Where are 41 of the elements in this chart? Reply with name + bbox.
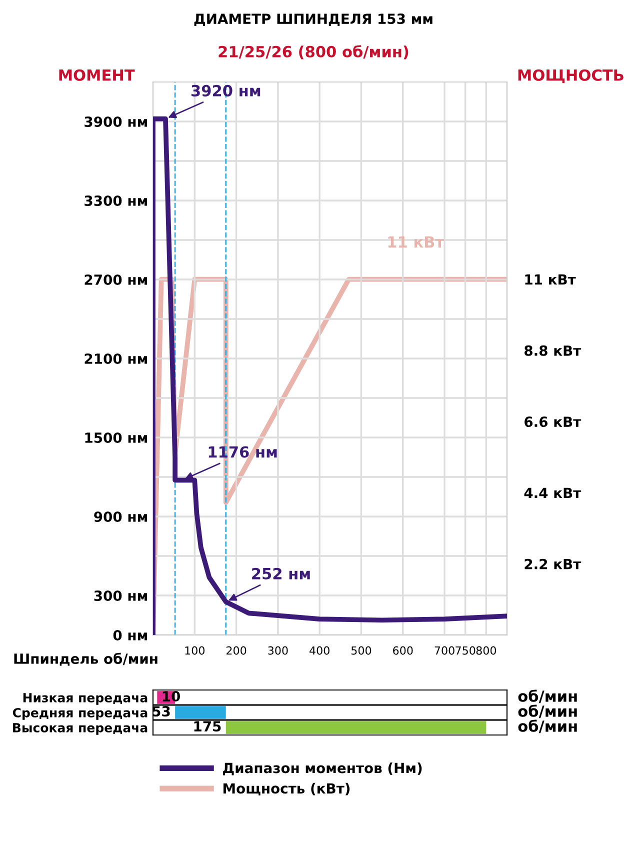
text: об/мин xyxy=(518,690,577,704)
y-axis-title: МОМЕНТ xyxy=(59,69,135,81)
text: об/мин xyxy=(518,704,577,718)
annotation: 1176 нм xyxy=(208,446,277,458)
x-tick-label: 100 xyxy=(185,646,205,655)
y2-tick-label: 11 кВт xyxy=(525,274,576,285)
x-tick-label: 700 xyxy=(434,646,454,655)
y2-tick-label: 2.2 кВт xyxy=(524,558,582,570)
chart-title: ДИАМЕТР ШПИНДЕЛЯ 153 мм xyxy=(194,14,432,26)
x-tick-label: 600 xyxy=(393,646,413,655)
annotation: 252 нм xyxy=(252,568,310,580)
y-tick-label: Низкая передача xyxy=(23,693,148,705)
y-tick-label: 3300 нм xyxy=(84,195,147,206)
y-tick-label: 3900 нм xyxy=(84,116,147,127)
x-tick-label: 200 xyxy=(226,646,246,655)
y-tick-label: 2700 нм xyxy=(84,274,147,285)
y2-axis-title: МОЩНОСТЬ xyxy=(518,69,624,84)
y-tick-label: 2100 нм xyxy=(84,353,147,364)
y2-tick-label: 4.4 кВт xyxy=(524,488,582,498)
y-tick-label: 1500 нм xyxy=(85,432,147,443)
y-tick-label: 0 нм xyxy=(113,630,147,640)
x-tick-label: 300 xyxy=(268,646,288,655)
annotation: 11 кВт xyxy=(388,236,444,248)
y2-tick-label: 6.6 кВт xyxy=(524,416,582,428)
annotation: 3920 нм xyxy=(192,84,260,96)
y-tick-label: Высокая передача xyxy=(13,723,148,735)
x-tick-label: 500 xyxy=(351,646,372,655)
annotation: 175 xyxy=(194,721,221,732)
text: об/мин xyxy=(518,720,577,734)
annotation: 53 xyxy=(152,706,170,717)
y-tick-label: 300 нм xyxy=(94,590,147,601)
x-tick-label: 800 xyxy=(476,646,496,655)
x-tick-label: 750 xyxy=(456,646,476,655)
y2-tick-label: 8.8 кВт xyxy=(524,345,582,356)
x-tick-label: 400 xyxy=(310,646,330,655)
y-tick-label: 900 нм xyxy=(94,511,147,522)
legend-label: Мощность (кВт) xyxy=(224,782,350,796)
chart-subtitle: 21/25/26 (800 об/мин) xyxy=(218,45,408,60)
y-tick-label: Средняя передача xyxy=(12,708,148,720)
legend-label: Диапазон моментов (Нм) xyxy=(223,762,422,776)
x-axis-title: Шпиндель об/мин xyxy=(14,652,158,666)
